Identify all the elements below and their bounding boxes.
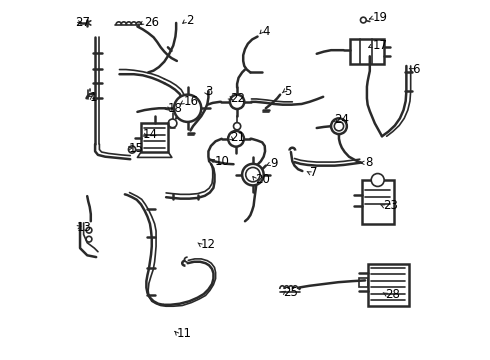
Text: 20: 20 [255,173,270,186]
Text: 9: 9 [270,157,278,170]
Text: 26: 26 [144,16,159,29]
Text: 18: 18 [168,103,183,116]
Text: 23: 23 [383,199,398,212]
Circle shape [371,174,384,186]
Text: 1: 1 [90,91,98,104]
Text: 19: 19 [372,12,387,24]
Circle shape [128,146,136,153]
Circle shape [242,164,264,185]
Text: 2: 2 [186,14,194,27]
Bar [368,264,409,306]
Text: 6: 6 [412,63,419,76]
Text: 24: 24 [334,113,349,126]
Circle shape [174,95,201,122]
Circle shape [331,118,347,134]
Text: 8: 8 [365,156,372,169]
Bar [350,39,384,64]
Text: 10: 10 [215,155,229,168]
Bar [359,278,368,287]
Text: 4: 4 [262,25,270,38]
Text: 16: 16 [184,95,199,108]
Text: 27: 27 [74,16,90,29]
Circle shape [230,95,245,109]
Text: 12: 12 [200,238,215,251]
Text: 13: 13 [77,221,92,234]
Bar [141,123,168,152]
Text: 7: 7 [310,166,317,179]
Text: 15: 15 [128,142,144,155]
Text: 3: 3 [205,85,213,98]
Text: 17: 17 [372,39,387,52]
Text: 28: 28 [386,288,400,301]
Circle shape [234,123,241,130]
Text: 22: 22 [230,92,245,105]
Circle shape [168,119,177,128]
Text: 5: 5 [285,85,292,98]
Text: 21: 21 [230,131,245,144]
Circle shape [361,17,366,23]
Text: 14: 14 [143,127,158,141]
Circle shape [228,131,244,147]
Text: 11: 11 [177,327,192,340]
Bar [362,180,394,225]
Text: 25: 25 [283,287,297,300]
